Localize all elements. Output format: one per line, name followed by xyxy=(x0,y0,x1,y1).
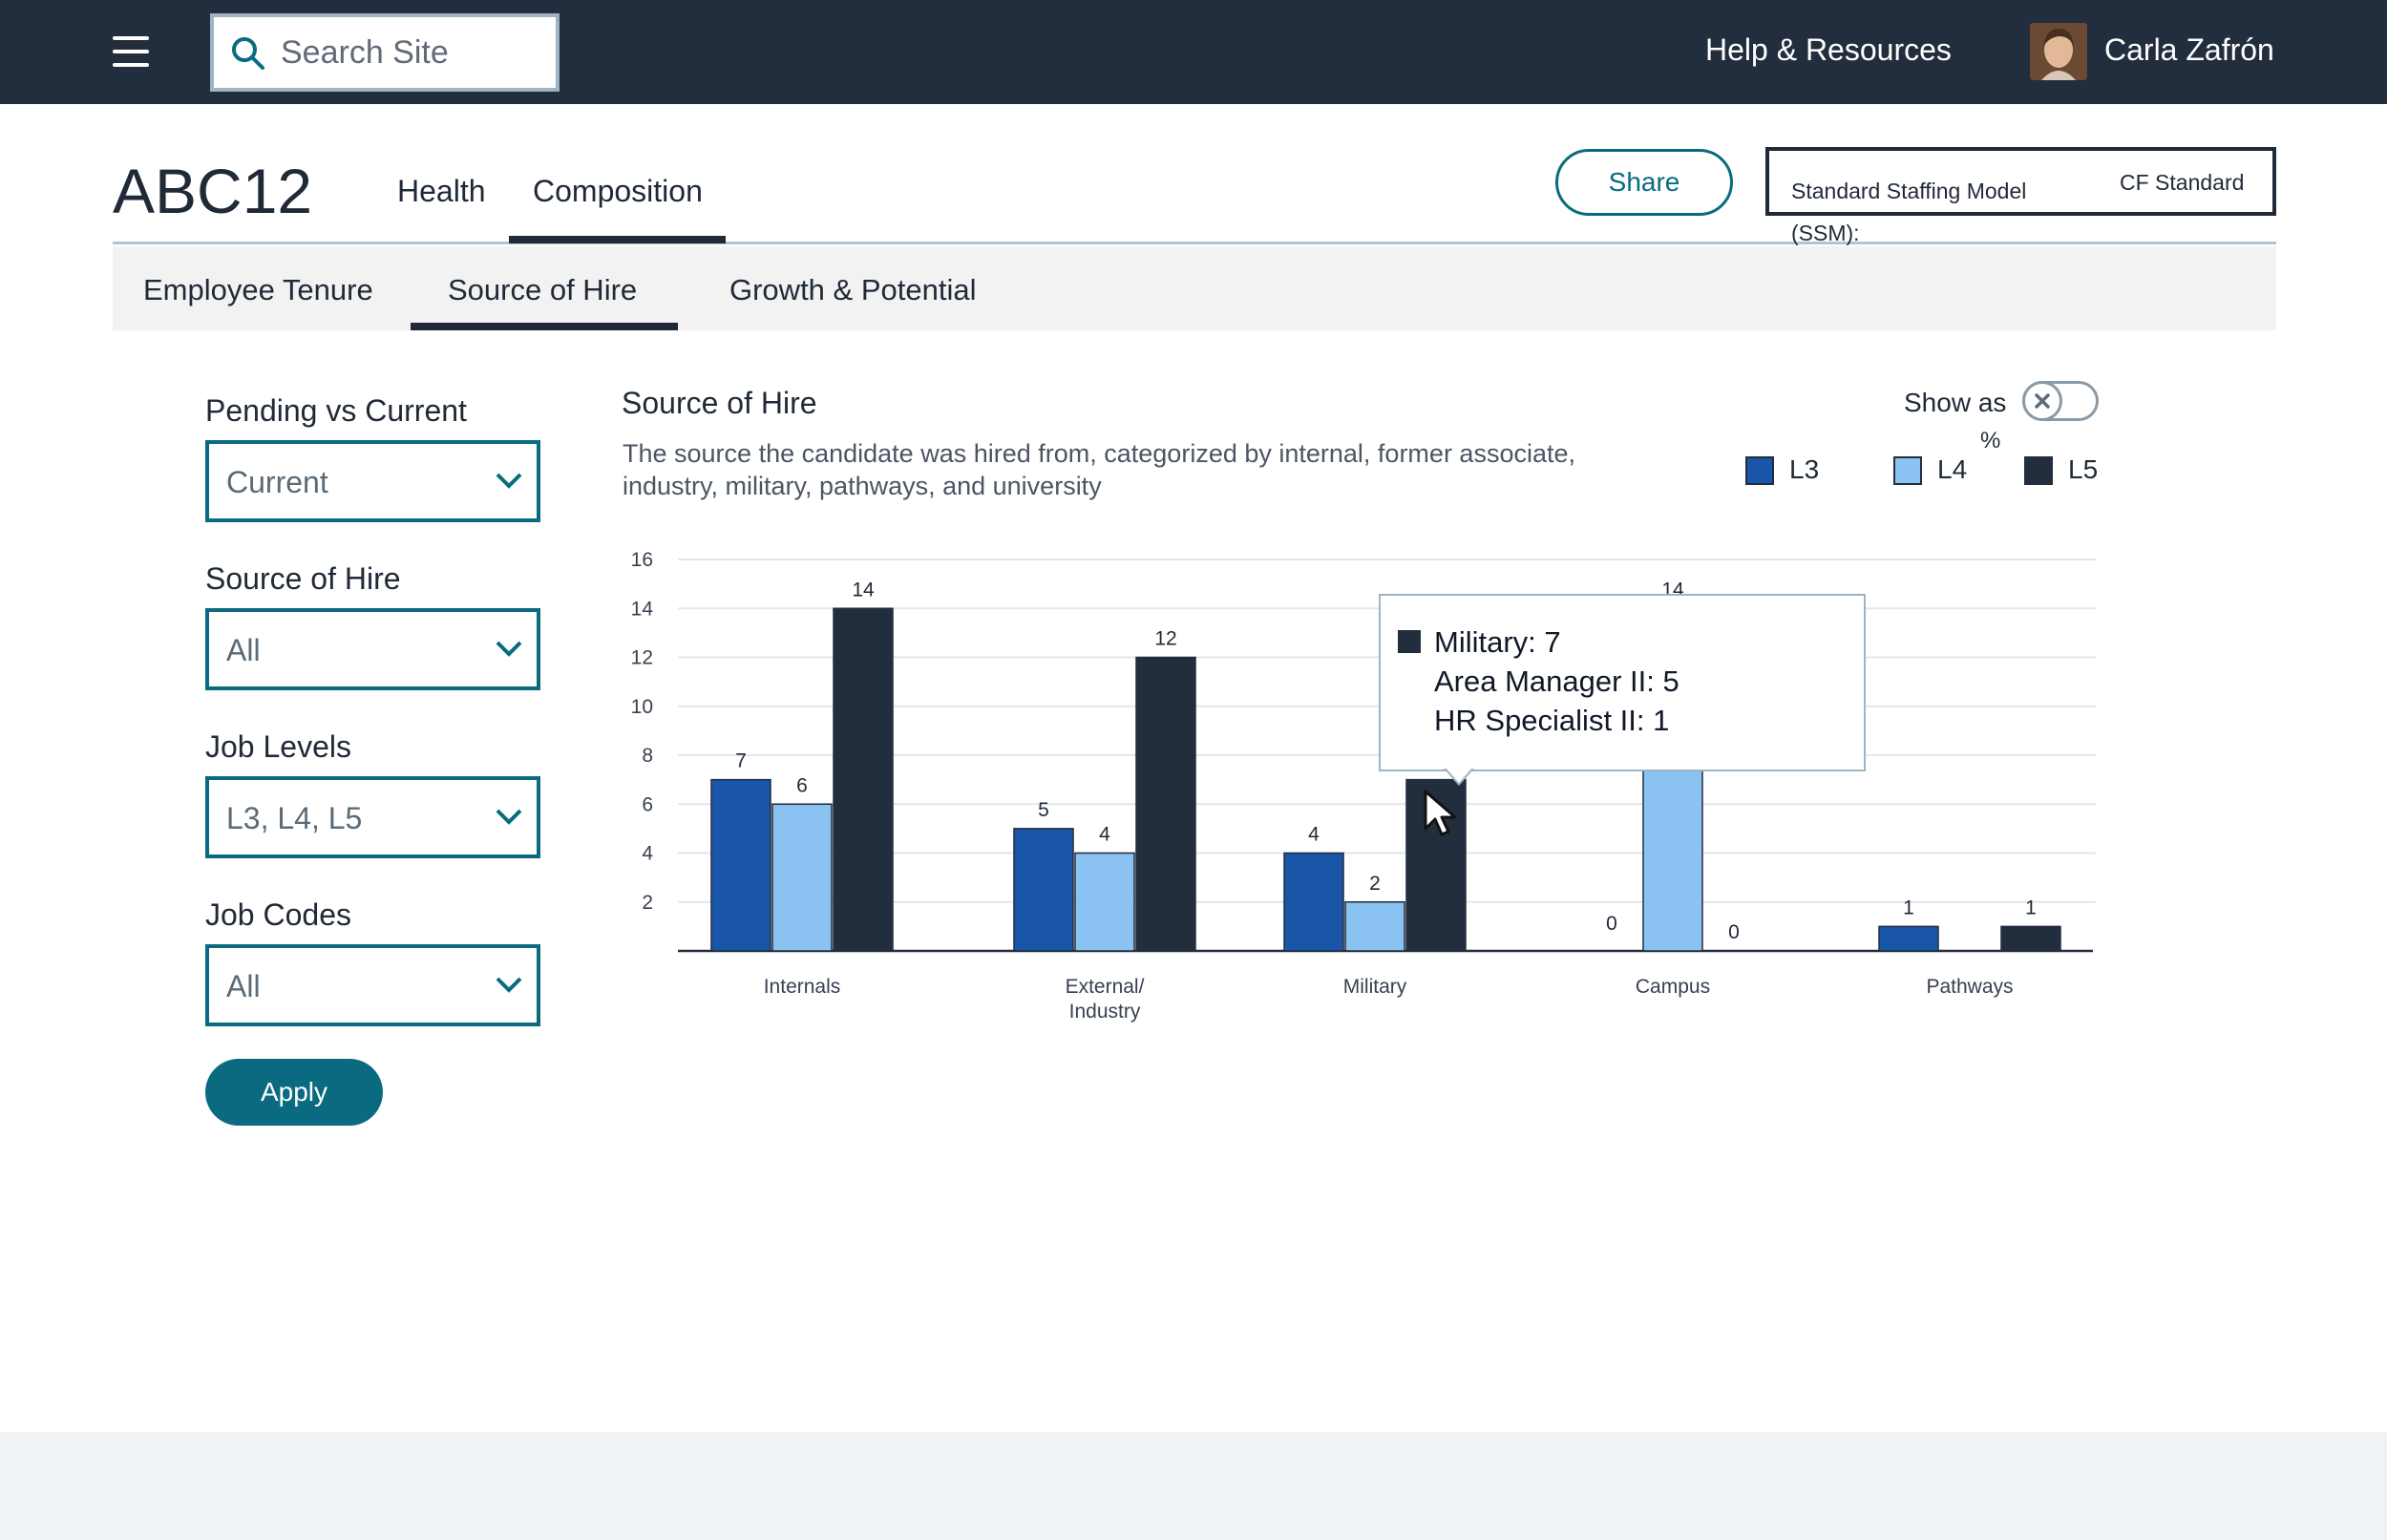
y-tick-label: 16 xyxy=(631,549,653,571)
filter-label-job-levels: Job Levels xyxy=(205,729,351,764)
tab-source-of-hire[interactable]: Source of Hire xyxy=(448,273,638,306)
bar-l4-1 xyxy=(1074,852,1135,952)
x-category-label: Military xyxy=(1343,976,1407,998)
sub-navigation xyxy=(113,246,2276,330)
chart-description: The source the candidate was hired from,… xyxy=(623,439,1575,500)
filter-label-pending-vs-current: Pending vs Current xyxy=(205,393,467,428)
tab-employee-tenure[interactable]: Employee Tenure xyxy=(143,273,373,306)
y-tick-label: 6 xyxy=(642,793,653,815)
pending-vs-current-select[interactable]: Current xyxy=(205,440,540,522)
chevron-down-icon xyxy=(496,809,522,825)
data-label: 6 xyxy=(796,774,808,796)
select-value: Current xyxy=(226,465,328,499)
job-levels-select[interactable]: L3, L4, L5 xyxy=(205,776,540,858)
bar-l5-4 xyxy=(2000,925,2061,952)
select-value: All xyxy=(226,633,261,667)
legend-swatch xyxy=(1893,456,1922,485)
close-icon xyxy=(2035,393,2050,409)
bar-l4-2 xyxy=(1344,901,1405,952)
x-category-label: Pathways xyxy=(1926,976,2013,998)
data-label: 1 xyxy=(2025,897,2037,918)
avatar-image xyxy=(2030,23,2087,80)
x-category-label: Internals xyxy=(764,976,841,998)
bar-l3-2 xyxy=(1283,852,1344,952)
tooltip-swatch xyxy=(1398,630,1421,653)
active-tab-indicator xyxy=(509,236,726,243)
x-category-label: External/Industry xyxy=(1066,976,1145,1023)
chart-tooltip xyxy=(1379,594,1866,771)
active-subtab-indicator xyxy=(411,323,678,330)
data-label: 5 xyxy=(1038,799,1049,821)
bar-l3-1 xyxy=(1013,828,1074,952)
y-tick-label: 2 xyxy=(642,892,653,914)
ssm-selector[interactable] xyxy=(1765,147,2276,216)
y-tick-label: 8 xyxy=(642,745,653,767)
bar-l4-0 xyxy=(771,803,833,952)
data-label: 0 xyxy=(1728,921,1740,943)
bar-l5-1 xyxy=(1135,656,1196,952)
tooltip-arrow-fill xyxy=(1446,768,1472,783)
tooltip-line: HR Specialist II: 1 xyxy=(1434,704,1670,737)
chevron-down-icon xyxy=(496,473,522,489)
source-of-hire-select[interactable]: All xyxy=(205,608,540,690)
y-tick-label: 14 xyxy=(631,598,654,620)
legend-label: L3 xyxy=(1789,454,1820,484)
y-tick-label: 4 xyxy=(642,843,653,865)
filter-label-source-of-hire: Source of Hire xyxy=(205,561,401,596)
tab-growth-potential[interactable]: Growth & Potential xyxy=(729,273,977,306)
filter-label-job-codes: Job Codes xyxy=(205,897,351,932)
avatar[interactable] xyxy=(2030,23,2087,80)
show-as-unit: % xyxy=(1980,428,2001,454)
search-box[interactable] xyxy=(210,13,560,92)
search-input[interactable] xyxy=(281,31,548,74)
user-name[interactable]: Carla Zafrón xyxy=(2104,32,2274,67)
ssm-value[interactable]: CF Standard xyxy=(2120,170,2245,195)
data-label: 12 xyxy=(1154,628,1176,650)
legend-swatch xyxy=(1745,456,1774,485)
apply-button[interactable]: Apply xyxy=(205,1059,383,1126)
data-label: 7 xyxy=(735,750,747,772)
percent-toggle[interactable] xyxy=(2022,381,2099,421)
menu-icon[interactable] xyxy=(113,36,149,67)
tab-composition[interactable]: Composition xyxy=(533,174,703,208)
select-value: L3, L4, L5 xyxy=(226,801,363,835)
legend-swatch xyxy=(2024,456,2053,485)
data-label: 0 xyxy=(1606,913,1617,935)
legend-label: L5 xyxy=(2068,454,2099,484)
header-divider xyxy=(113,242,2276,244)
bar-l3-4 xyxy=(1878,925,1939,952)
data-label: 14 xyxy=(852,579,875,601)
bar-l5-0 xyxy=(833,607,894,952)
mouse-cursor-icon xyxy=(1424,790,1457,836)
chevron-down-icon xyxy=(496,641,522,657)
job-codes-select[interactable]: All xyxy=(205,944,540,1026)
top-navigation-bar: Help & Resources Carla Zafrón xyxy=(0,0,2387,104)
tooltip-line: Area Manager II: 5 xyxy=(1434,665,1679,698)
bar-l3-0 xyxy=(710,778,771,952)
page-title: ABC12 xyxy=(113,156,313,226)
data-label: 1 xyxy=(1903,897,1914,918)
chevron-down-icon xyxy=(496,977,522,993)
x-category-label: Campus xyxy=(1636,976,1710,998)
search-icon xyxy=(232,37,264,70)
page-footer xyxy=(0,1432,2387,1540)
data-label: 4 xyxy=(1308,824,1320,846)
tab-health[interactable]: Health xyxy=(397,174,486,208)
tooltip-line: Military: 7 xyxy=(1434,625,1561,659)
legend-label: L4 xyxy=(1937,454,1968,484)
y-tick-label: 12 xyxy=(631,647,653,669)
share-button[interactable]: Share xyxy=(1555,149,1733,216)
ssm-label: Standard Staffing Model (SSM): xyxy=(1791,179,2027,245)
chart-title: Source of Hire xyxy=(622,386,817,420)
select-value: All xyxy=(226,969,261,1003)
toggle-knob xyxy=(2022,381,2062,421)
data-label: 4 xyxy=(1099,824,1110,846)
data-label: 2 xyxy=(1369,873,1381,895)
y-tick-label: 10 xyxy=(631,696,653,718)
help-resources-link[interactable]: Help & Resources xyxy=(1705,32,1952,67)
show-as-label: Show as xyxy=(1904,388,2007,417)
